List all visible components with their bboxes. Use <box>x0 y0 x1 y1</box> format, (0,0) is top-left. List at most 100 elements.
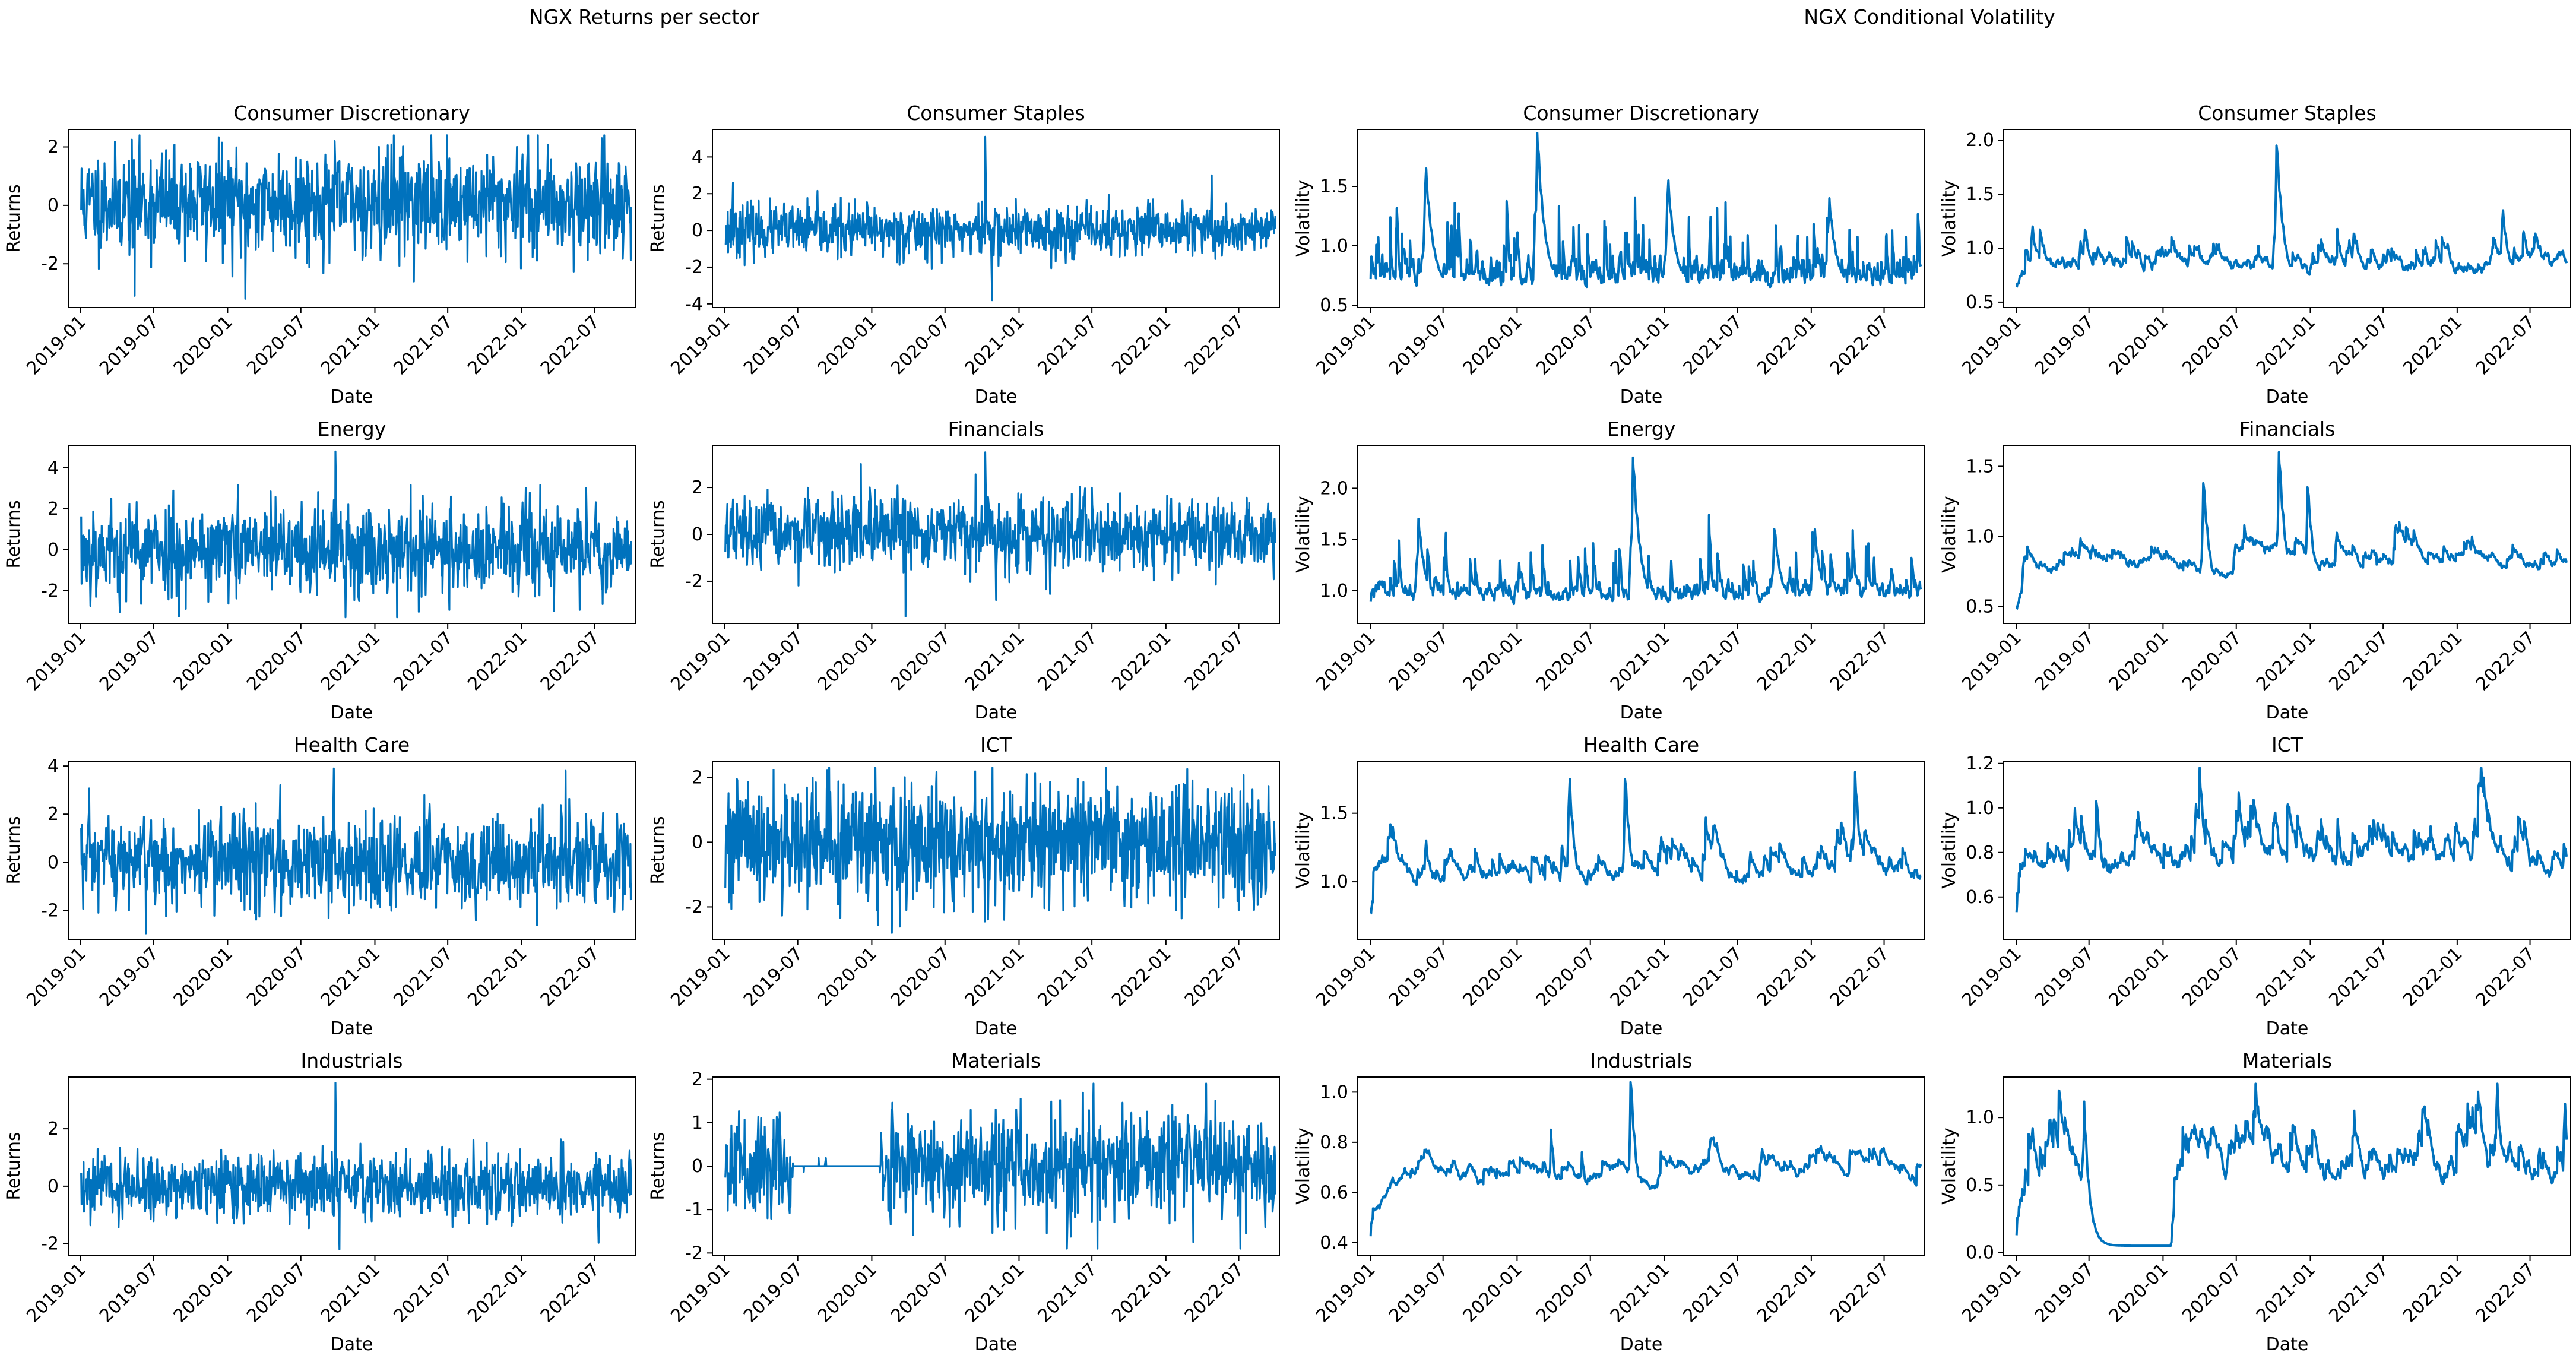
series-line <box>724 767 1276 934</box>
y-tick-label: 0.5 <box>1966 1175 1994 1196</box>
y-tick-label: 0.5 <box>1320 295 1348 316</box>
series-line <box>2016 451 2568 610</box>
axes-frame <box>68 761 636 940</box>
y-axis-label: Volatility <box>1293 812 1314 889</box>
y-axis-label: Volatility <box>1939 1128 1960 1205</box>
y-tick-label: 2.0 <box>1966 130 1994 151</box>
y-tick-label: 1.5 <box>1966 456 1994 477</box>
x-axis-label: Date <box>331 702 373 723</box>
y-tick-label: 1.0 <box>1320 872 1348 892</box>
y-axis-label: Returns <box>648 816 668 884</box>
panel-title: Financials <box>948 417 1044 441</box>
y-tick-label: 0 <box>692 220 703 241</box>
panel-title: Consumer Discretionary <box>1523 102 1759 125</box>
y-axis-label: Returns <box>4 816 24 884</box>
x-axis-label: Date <box>2266 1018 2309 1039</box>
suptitle-volatility: NGX Conditional Volatility <box>1804 5 2055 28</box>
y-tick-label: 1.5 <box>1320 530 1348 550</box>
series-line <box>2015 767 2568 913</box>
axes-frame <box>2003 129 2571 308</box>
series-line <box>80 134 632 300</box>
series-line <box>1369 456 1922 606</box>
y-tick-label: 0 <box>47 540 59 560</box>
axes-frame <box>68 445 636 624</box>
y-axis-label: Returns <box>4 500 24 568</box>
y-axis-label: Volatility <box>1939 812 1960 889</box>
y-tick-label: -2 <box>41 1234 59 1255</box>
y-axis-label: Volatility <box>1293 496 1314 573</box>
x-axis-label: Date <box>331 1018 373 1039</box>
y-axis-label: Volatility <box>1939 496 1960 573</box>
y-tick-label: 0 <box>47 195 59 216</box>
x-axis-label: Date <box>2266 387 2309 407</box>
panel-title: Industrials <box>301 1049 403 1072</box>
x-axis-label: Date <box>975 1018 1018 1039</box>
y-tick-label: 2 <box>47 499 59 520</box>
y-tick-label: 4 <box>692 147 703 167</box>
y-tick-label: 2 <box>47 804 59 825</box>
y-tick-label: 0 <box>692 524 703 545</box>
axes-frame <box>2003 1076 2571 1256</box>
y-axis-label: Returns <box>648 184 668 252</box>
y-tick-label: 1.0 <box>1966 798 1994 819</box>
y-tick-label: 1.2 <box>1966 753 1994 774</box>
y-tick-label: 1.0 <box>1966 238 1994 259</box>
axes-frame <box>1357 1076 1925 1256</box>
suptitle-returns: NGX Returns per sector <box>529 5 760 28</box>
y-tick-label: 2 <box>47 1119 59 1139</box>
y-tick-label: 0.5 <box>1966 597 1994 617</box>
y-tick-label: 0 <box>692 832 703 853</box>
panel-title: Materials <box>951 1049 1041 1072</box>
series-line <box>1370 771 1922 915</box>
series-line <box>2015 144 2568 288</box>
y-axis-label: Returns <box>4 1132 24 1200</box>
y-tick-label: -2 <box>41 254 59 274</box>
y-tick-label: -2 <box>685 571 703 592</box>
x-axis-label: Date <box>1620 1334 1663 1355</box>
y-tick-label: 0.6 <box>1320 1182 1348 1203</box>
y-tick-label: 1.0 <box>1320 1082 1348 1103</box>
y-tick-label: 0.4 <box>1320 1233 1348 1253</box>
axes-frame <box>68 1076 636 1256</box>
x-axis-label: Date <box>975 702 1018 723</box>
y-axis-label: Volatility <box>1293 180 1314 257</box>
panel-title: Energy <box>1607 417 1676 441</box>
y-tick-label: 1 <box>692 1113 703 1133</box>
panel-title: Financials <box>2239 417 2336 441</box>
y-tick-label: 0.6 <box>1966 887 1994 908</box>
y-tick-label: 0.8 <box>1966 843 1994 863</box>
x-axis-label: Date <box>2266 702 2309 723</box>
y-tick-label: 0 <box>47 852 59 873</box>
panel-title: Consumer Staples <box>2198 102 2376 125</box>
panel-title: ICT <box>2271 733 2303 756</box>
series-line <box>724 451 1276 617</box>
y-tick-label: 0.5 <box>1966 292 1994 313</box>
axes-frame <box>68 129 636 308</box>
series-line <box>80 450 632 619</box>
y-tick-label: -2 <box>685 897 703 917</box>
axes-frame <box>2003 761 2571 940</box>
y-tick-label: 0.0 <box>1966 1242 1994 1263</box>
y-tick-label: 0 <box>692 1156 703 1177</box>
x-axis-label: Date <box>975 1334 1018 1355</box>
series-line <box>2015 1082 2568 1247</box>
y-axis-label: Returns <box>648 500 668 568</box>
y-tick-label: 1.0 <box>1966 1107 1994 1128</box>
x-axis-label: Date <box>975 387 1018 407</box>
x-axis-label: Date <box>1620 1018 1663 1039</box>
series-line <box>1369 1081 1922 1237</box>
y-tick-label: -2 <box>41 900 59 921</box>
axes-frame <box>1357 761 1925 940</box>
y-tick-label: 2 <box>692 477 703 498</box>
x-axis-label: Date <box>1620 387 1663 407</box>
y-tick-label: 2 <box>47 137 59 158</box>
y-tick-label: -2 <box>41 581 59 601</box>
panel-title: Health Care <box>294 733 410 756</box>
y-axis-label: Returns <box>4 184 24 252</box>
y-tick-label: 2 <box>692 767 703 788</box>
y-tick-label: 1.0 <box>1966 527 1994 547</box>
y-tick-label: -4 <box>685 294 703 315</box>
y-tick-label: 2 <box>692 183 703 204</box>
y-tick-label: 4 <box>47 458 59 479</box>
